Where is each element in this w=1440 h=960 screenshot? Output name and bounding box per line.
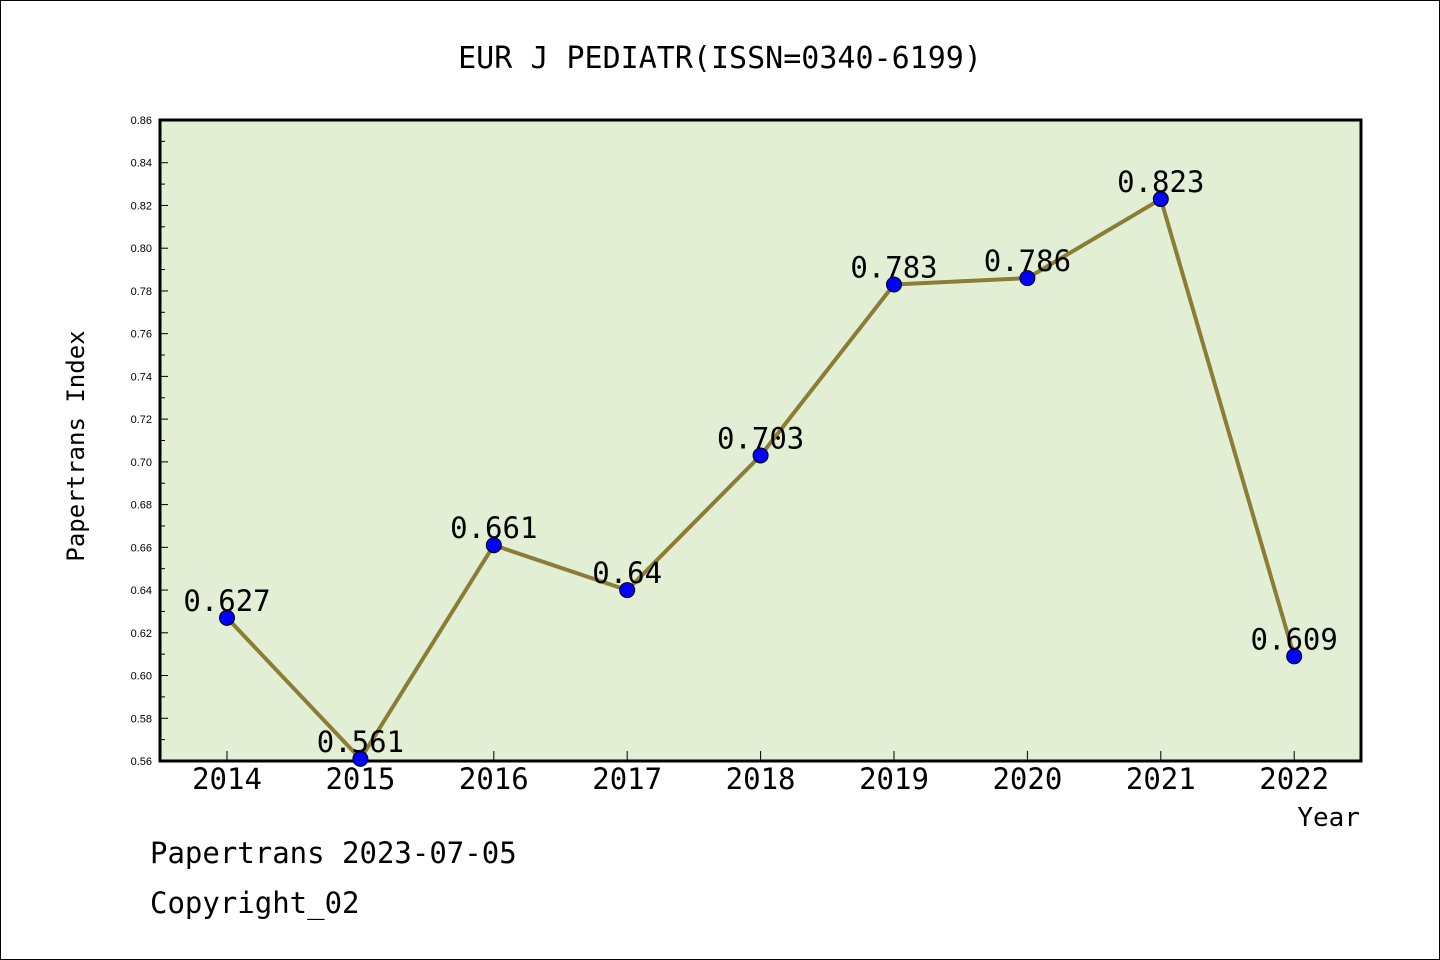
y-tick-label: 0.58 — [131, 713, 152, 725]
y-tick-label: 0.82 — [131, 200, 152, 212]
y-axis: 0.56 0.58 0.60 0.62 0.64 0.66 0.68 0.70 0.72 0.74… — [131, 115, 168, 768]
footer-copyright: Copyright_02 — [150, 886, 360, 920]
data-label: 0.661 — [450, 511, 537, 545]
x-axis: 2014 2015 2016 2017 2018 2019 2020 2021 2022 — [192, 751, 1329, 796]
x-tick-label: 2020 — [992, 762, 1062, 796]
x-tick-label: 2014 — [192, 762, 262, 796]
y-tick-label: 0.66 — [131, 542, 152, 554]
chart-title: EUR J PEDIATR(ISSN=0340-6199) — [458, 41, 982, 76]
y-tick-label: 0.70 — [131, 457, 152, 469]
y-tick-label: 0.60 — [131, 671, 152, 683]
data-point — [886, 276, 902, 293]
data-point — [352, 750, 369, 767]
y-tick-label: 0.62 — [131, 628, 152, 640]
y-tick-label: 0.86 — [131, 115, 152, 127]
data-point — [485, 537, 502, 554]
series-markers — [219, 191, 1303, 767]
data-label: 0.64 — [592, 556, 662, 590]
data-point — [1019, 270, 1036, 287]
y-tick-label: 0.64 — [131, 585, 152, 597]
data-point — [219, 609, 235, 626]
y-tick-label: 0.80 — [131, 243, 152, 255]
y-axis-label: Papertrans Index — [62, 330, 90, 561]
data-labels: 0.627 0.561 0.661 0.64 0.703 0.783 0.786 0.823 0… — [183, 165, 1338, 759]
x-tick-label: 2022 — [1259, 762, 1329, 796]
data-label: 0.609 — [1251, 622, 1338, 656]
data-point — [1152, 191, 1169, 208]
y-tick-label: 0.84 — [131, 158, 152, 170]
y-tick-label: 0.78 — [131, 286, 152, 298]
y-tick-label: 0.74 — [131, 371, 152, 383]
data-label: 0.627 — [183, 584, 270, 618]
data-label: 0.561 — [317, 725, 404, 759]
data-point — [752, 447, 769, 464]
x-tick-label: 2018 — [726, 762, 796, 796]
data-label: 0.703 — [717, 421, 804, 455]
plot-area — [158, 118, 1363, 763]
x-tick-label: 2015 — [325, 762, 395, 796]
y-tick-label: 0.72 — [131, 414, 152, 426]
y-tick-label: 0.56 — [131, 756, 152, 768]
x-tick-label: 2021 — [1126, 762, 1196, 796]
x-tick-label: 2019 — [859, 762, 929, 796]
x-tick-label: 2016 — [459, 762, 529, 796]
data-label: 0.786 — [984, 244, 1071, 278]
y-tick-label: 0.76 — [131, 329, 152, 341]
x-tick-label: 2017 — [592, 762, 662, 796]
data-point — [619, 582, 636, 599]
data-point — [1286, 648, 1303, 665]
y-tick-label: 0.68 — [131, 500, 152, 512]
data-label: 0.823 — [1117, 165, 1204, 199]
data-label: 0.783 — [850, 251, 937, 285]
footer-source: Papertrans 2023-07-05 — [150, 836, 517, 870]
x-axis-label: Year — [1297, 803, 1360, 833]
